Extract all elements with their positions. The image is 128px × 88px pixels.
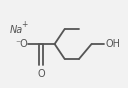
Text: +: + bbox=[21, 20, 27, 29]
Text: Na: Na bbox=[10, 25, 23, 35]
Text: O: O bbox=[37, 69, 45, 79]
Text: ⁻O: ⁻O bbox=[15, 39, 28, 49]
Text: OH: OH bbox=[105, 39, 120, 49]
